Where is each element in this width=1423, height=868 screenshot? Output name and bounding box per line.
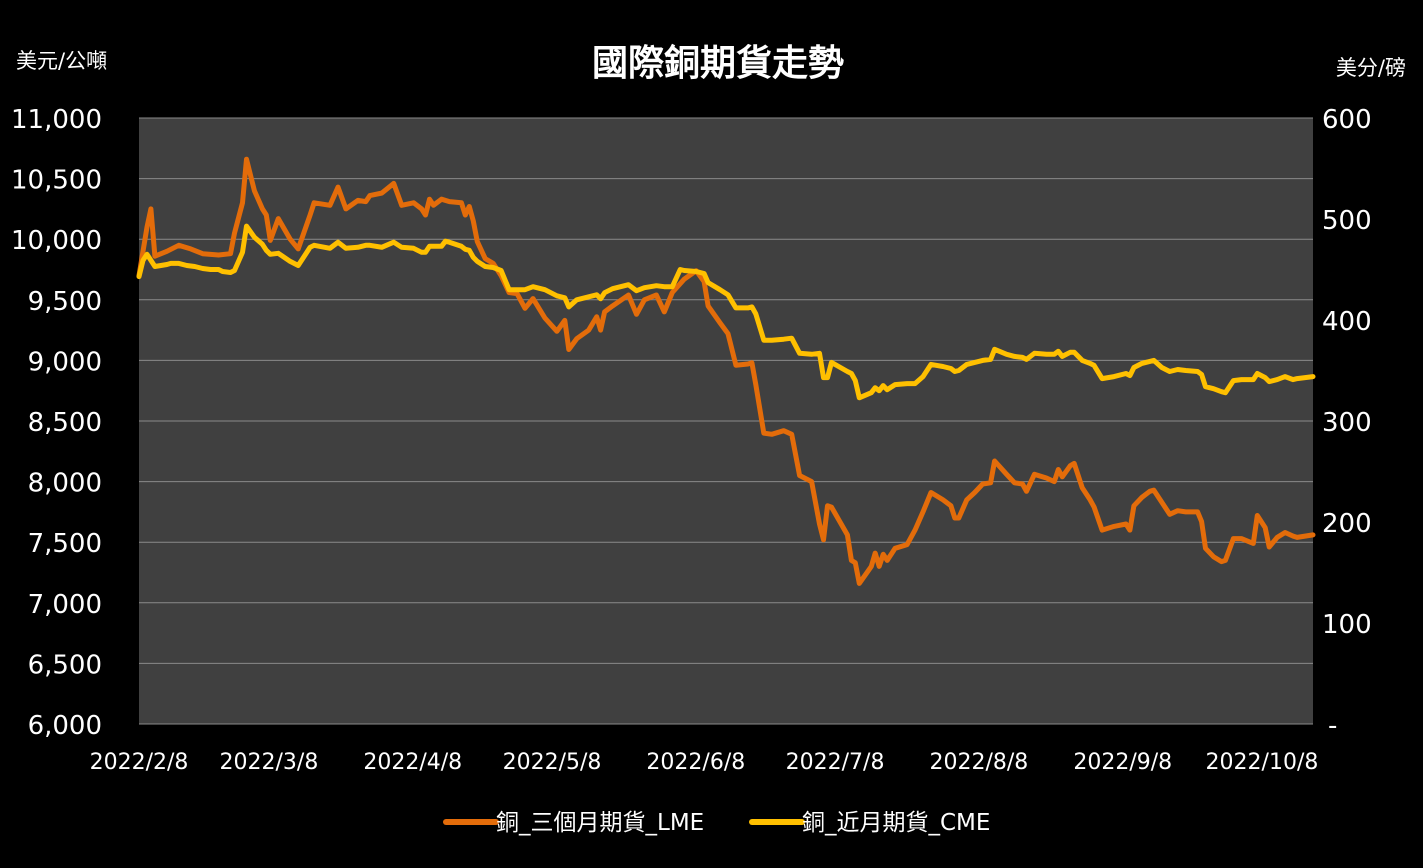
x-tick-label: 2022/7/8 — [786, 750, 885, 775]
y-left-tick-label: 8,500 — [28, 408, 102, 438]
grid-lines — [139, 117, 1313, 725]
y-right-tick-label: - — [1328, 711, 1337, 741]
y-axis-left-ticks: 11,000 10,500 10,000 9,500 9,000 8,500 8,000 7,… — [11, 105, 102, 741]
x-axis-ticks: 2022/2/8 2022/3/8 2022/4/8 2022/5/8 2022/6/8… — [90, 750, 1319, 775]
y-left-tick-label: 7,000 — [28, 590, 102, 620]
x-tick-label: 2022/4/8 — [363, 750, 462, 775]
y-right-tick-label: 300 — [1322, 408, 1372, 438]
x-tick-label: 2022/5/8 — [503, 750, 602, 775]
legend-label: 銅_三個月期貨_LME — [496, 810, 704, 836]
x-tick-label: 2022/6/8 — [646, 750, 745, 775]
y-left-tick-label: 6,000 — [28, 711, 102, 741]
y-left-tick-label: 11,000 — [11, 105, 102, 135]
y-left-tick-label: 7,500 — [28, 529, 102, 559]
y-left-tick-label: 10,000 — [11, 226, 102, 256]
y-left-tick-label: 10,500 — [11, 166, 102, 196]
y-right-tick-label: 100 — [1322, 610, 1372, 640]
legend: 銅_三個月期貨_LME 銅_近月期貨_CME — [443, 810, 990, 836]
y-left-tick-label: 6,500 — [28, 650, 102, 680]
y-left-tick-label: 8,000 — [28, 469, 102, 499]
y-right-tick-label: 500 — [1322, 206, 1372, 236]
y-axis-right-ticks: 600 500 400 300 200 100 - — [1322, 105, 1372, 741]
series-line-cme — [136, 223, 1316, 401]
y-right-tick-label: 600 — [1322, 105, 1372, 135]
x-tick-label: 2022/9/8 — [1073, 750, 1172, 775]
y-left-tick-label: 9,000 — [28, 347, 102, 377]
x-tick-label: 2022/10/8 — [1206, 750, 1319, 775]
y-axis-right-unit: 美分/磅 — [1336, 56, 1406, 80]
x-tick-label: 2022/2/8 — [90, 750, 189, 775]
series-line-lme — [136, 156, 1316, 586]
x-tick-label: 2022/3/8 — [220, 750, 319, 775]
chart-title: 國際銅期貨走勢 — [592, 42, 844, 84]
y-right-tick-label: 400 — [1322, 307, 1372, 337]
legend-label: 銅_近月期貨_CME — [802, 810, 990, 836]
series-lines — [136, 156, 1316, 586]
y-right-tick-label: 200 — [1322, 509, 1372, 539]
y-axis-left-unit: 美元/公噸 — [16, 49, 107, 73]
x-tick-label: 2022/8/8 — [929, 750, 1028, 775]
y-left-tick-label: 9,500 — [28, 287, 102, 317]
